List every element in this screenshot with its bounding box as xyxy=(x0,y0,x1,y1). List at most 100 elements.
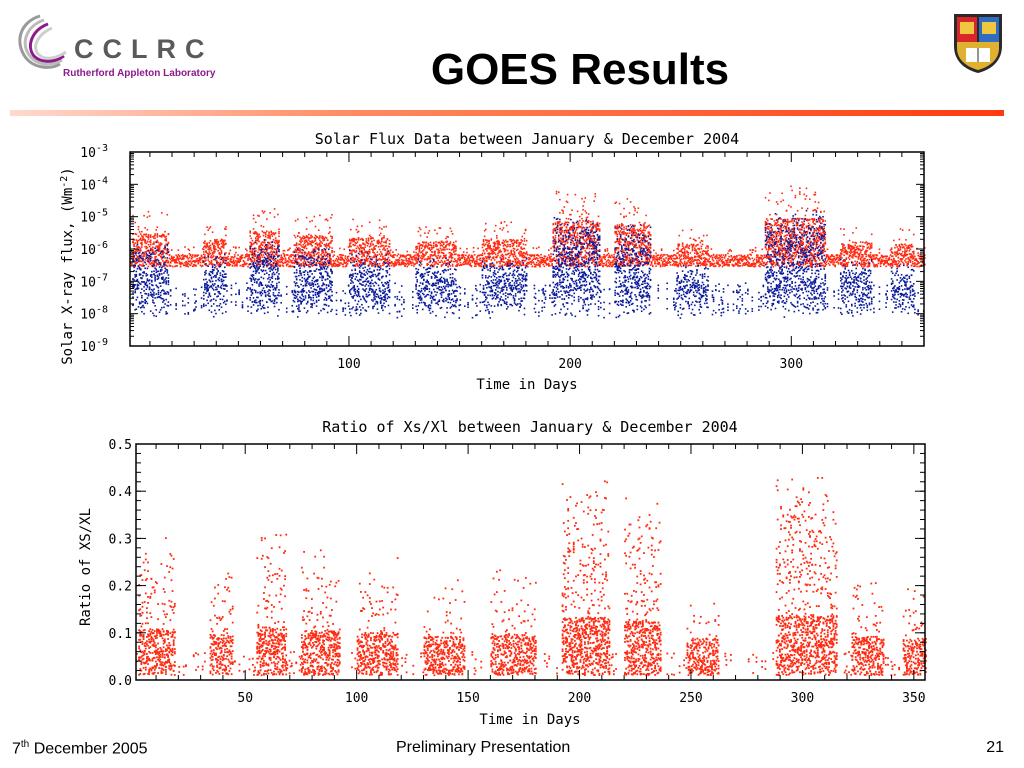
data-point xyxy=(241,254,244,257)
data-point xyxy=(368,261,371,263)
data-point xyxy=(228,263,231,266)
data-point xyxy=(381,297,383,299)
data-point xyxy=(375,293,378,295)
data-point xyxy=(138,302,141,305)
data-point xyxy=(381,253,383,256)
data-point xyxy=(301,257,304,260)
data-point xyxy=(369,281,372,284)
data-point xyxy=(263,260,266,262)
data-point xyxy=(258,236,260,239)
data-point xyxy=(450,259,453,262)
data-point xyxy=(222,241,225,244)
data-point xyxy=(309,253,311,256)
data-point xyxy=(175,308,177,310)
data-point xyxy=(368,245,371,248)
data-point xyxy=(384,288,386,290)
data-point xyxy=(512,295,515,297)
data-point xyxy=(137,252,140,255)
data-point xyxy=(225,262,227,265)
data-point xyxy=(186,262,188,264)
data-point xyxy=(454,253,456,256)
data-point xyxy=(141,296,143,299)
data-point xyxy=(229,260,232,263)
data-point xyxy=(315,264,318,267)
data-point xyxy=(186,255,188,257)
data-point xyxy=(311,241,313,243)
data-point xyxy=(164,261,166,264)
data-point xyxy=(298,304,300,306)
data-point xyxy=(518,265,520,267)
data-point xyxy=(368,288,371,291)
data-point xyxy=(199,261,202,264)
data-point xyxy=(488,245,490,247)
data-point xyxy=(417,305,420,307)
data-point xyxy=(314,238,317,240)
data-point xyxy=(462,261,465,264)
data-point xyxy=(157,246,160,249)
data-point xyxy=(363,254,365,256)
data-point xyxy=(306,273,309,276)
data-point xyxy=(433,264,435,267)
data-point xyxy=(459,261,462,264)
data-point xyxy=(321,250,323,253)
data-point xyxy=(325,284,328,286)
data-point xyxy=(209,252,212,255)
data-point xyxy=(377,266,380,268)
data-point xyxy=(389,262,392,265)
data-point xyxy=(154,233,156,235)
data-point xyxy=(371,291,373,293)
data-point xyxy=(436,291,438,294)
data-point xyxy=(414,263,416,265)
data-point xyxy=(482,266,485,269)
data-point xyxy=(298,265,300,267)
data-point xyxy=(428,258,431,260)
data-point xyxy=(166,250,169,252)
data-point xyxy=(458,304,461,307)
data-point xyxy=(273,287,276,289)
data-point xyxy=(151,279,153,282)
data-point xyxy=(449,255,452,258)
data-point xyxy=(335,258,338,260)
data-point xyxy=(365,258,368,261)
data-point xyxy=(505,265,508,268)
data-point xyxy=(303,290,306,292)
data-point xyxy=(498,268,500,271)
data-point xyxy=(420,287,423,290)
data-point xyxy=(369,275,372,278)
data-point xyxy=(252,274,255,277)
data-point xyxy=(504,239,507,242)
data-point xyxy=(303,271,306,273)
data-point xyxy=(271,269,274,271)
data-point xyxy=(170,249,173,251)
data-point xyxy=(219,298,222,301)
data-point xyxy=(431,282,434,285)
data-point xyxy=(149,257,152,260)
data-point xyxy=(148,240,151,243)
data-point xyxy=(428,283,431,285)
data-point xyxy=(196,255,198,257)
data-point xyxy=(205,245,207,248)
data-point xyxy=(198,259,201,262)
data-point xyxy=(260,242,263,245)
data-point xyxy=(434,229,436,232)
data-point xyxy=(294,275,297,278)
data-point xyxy=(415,260,417,262)
data-point xyxy=(502,288,505,291)
data-point xyxy=(269,286,271,288)
data-point xyxy=(292,299,295,302)
data-point xyxy=(299,296,301,299)
data-point xyxy=(362,239,364,241)
data-point xyxy=(246,297,248,300)
data-point xyxy=(419,262,422,264)
data-point xyxy=(145,281,148,284)
data-point xyxy=(135,270,138,273)
data-point xyxy=(376,293,379,296)
data-point xyxy=(157,270,160,273)
data-point xyxy=(315,236,318,238)
data-point xyxy=(369,262,372,265)
data-point xyxy=(301,280,304,282)
data-point xyxy=(384,294,386,297)
data-point xyxy=(356,303,359,306)
data-point xyxy=(299,279,301,281)
data-point xyxy=(504,285,507,287)
